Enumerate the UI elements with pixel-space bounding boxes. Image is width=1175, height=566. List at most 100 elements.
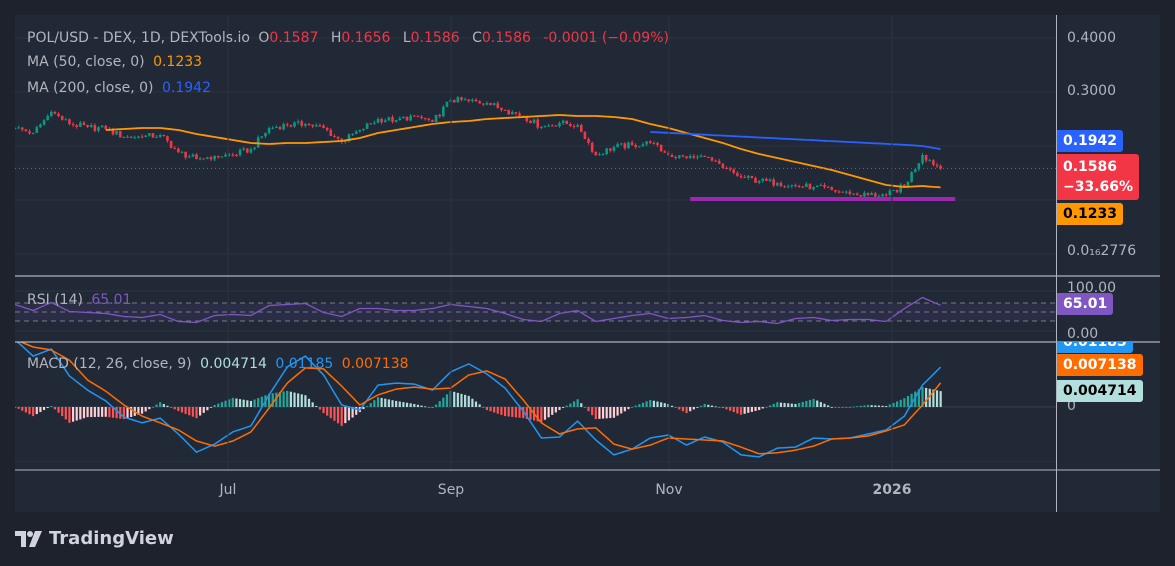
candle-body [688, 155, 692, 158]
macd-legend[interactable]: MACD (12, 26, close, 9) 0.004714 0.01185… [27, 356, 413, 372]
macd-histogram-bar [787, 403, 790, 407]
macd-histogram-bar [362, 407, 365, 410]
candle-body [913, 169, 917, 173]
candle-body [282, 124, 285, 130]
candle-body [500, 107, 503, 110]
candle-body [826, 186, 830, 188]
candle-body [115, 131, 118, 135]
candle-body [307, 124, 311, 126]
candle-body [434, 114, 438, 123]
candle-body [474, 99, 478, 102]
macd-histogram-bar [402, 402, 405, 407]
candle-body [365, 123, 369, 129]
candle-body [659, 144, 663, 152]
macd-histogram-bar [507, 407, 510, 417]
macd-histogram-bar [434, 404, 438, 407]
macd-histogram-bar [199, 407, 202, 416]
candle-body [314, 125, 318, 127]
candle-body [471, 99, 474, 102]
ma200-legend[interactable]: MA (200, close, 0) 0.1942 [27, 80, 215, 96]
macd-histogram-bar [249, 400, 253, 407]
tradingview-logo[interactable]: TradingView [15, 528, 174, 549]
macd-histogram-bar [260, 396, 263, 407]
candle-body [166, 136, 169, 141]
candle-body [463, 99, 467, 101]
macd-histogram-bar [543, 407, 547, 420]
candle-body [819, 185, 823, 187]
candle-body [71, 124, 75, 126]
candle-body [511, 112, 514, 115]
macd-histogram-bar [903, 398, 906, 407]
candle-body [209, 157, 213, 160]
macd-histogram-bar [104, 407, 107, 417]
candle-body [180, 151, 184, 153]
macd-histogram-bar [609, 407, 612, 419]
high-value: 0.1656 [341, 30, 391, 46]
candle-body [329, 130, 333, 137]
macd-histogram-bar [282, 391, 285, 407]
chart-panel[interactable] [15, 15, 1160, 512]
symbol-title[interactable]: POL/USD - DEX, 1D, DEXTools.io [27, 30, 250, 46]
candle-body [754, 177, 757, 183]
ma200-line [650, 131, 941, 150]
candle-body [267, 128, 271, 133]
candle-body [525, 115, 529, 121]
macd-histogram-bar [17, 407, 20, 409]
candle-body [714, 160, 717, 162]
macd-hist-value: 0.004714 [200, 356, 267, 372]
macd-tick: 0 [1067, 398, 1076, 414]
macd-histogram-bar [768, 405, 772, 407]
candle-body [68, 119, 71, 125]
ma200-label: MA (200, close, 0) [27, 80, 154, 96]
candle-body [765, 178, 768, 181]
candle-body [565, 120, 569, 125]
macd-hist-tag: 0.004714 [1057, 380, 1143, 402]
candle-body [892, 189, 895, 191]
last-price-tag: 0.1586 −33.66% [1057, 154, 1140, 200]
macd-histogram-bar [86, 407, 89, 418]
candle-body [46, 116, 49, 121]
candle-body [579, 124, 583, 133]
candle-body [514, 112, 518, 114]
candle-body [369, 123, 373, 125]
candle-body [677, 155, 681, 158]
candle-body [35, 127, 39, 133]
ma200-price-tag: 0.1942 [1057, 130, 1124, 152]
macd-histogram-bar [660, 402, 663, 407]
candle-body [184, 151, 187, 158]
candle-body [623, 143, 627, 149]
candle-body [776, 182, 779, 186]
macd-histogram-bar [790, 403, 793, 407]
rsi-legend[interactable]: RSI (14) 65.01 [27, 292, 135, 308]
macd-histogram-bar [286, 390, 289, 407]
macd-histogram-bar [638, 404, 641, 407]
candle-body [158, 134, 162, 137]
candle-body [409, 115, 412, 121]
candle-body [75, 125, 79, 127]
macd-histogram-bar [580, 403, 583, 407]
candle-body [638, 146, 641, 148]
ma50-legend[interactable]: MA (50, close, 0) 0.1233 [27, 54, 206, 70]
candle-body [808, 183, 812, 190]
candle-body [503, 109, 507, 111]
candle-body [594, 151, 598, 156]
candle-body [656, 143, 659, 145]
macd-histogram-bar [917, 389, 920, 407]
candle-body [707, 157, 710, 159]
macd-histogram-bar [206, 407, 209, 411]
macd-histogram-bar [159, 402, 162, 407]
macd-histogram-bar [453, 391, 456, 407]
macd-histogram-bar [522, 407, 525, 419]
candle-body [162, 134, 166, 137]
candle-body [728, 168, 732, 170]
macd-histogram-bar [369, 403, 372, 407]
candle-body [431, 120, 434, 123]
ma50-value: 0.1233 [153, 54, 203, 70]
macd-histogram-bar [805, 400, 808, 407]
ma50-price-tag: 0.1233 [1057, 203, 1124, 225]
candle-body [903, 184, 906, 187]
macd-histogram-bar [485, 407, 488, 411]
macd-histogram-bar [819, 402, 822, 407]
macd-histogram-bar [670, 405, 674, 407]
